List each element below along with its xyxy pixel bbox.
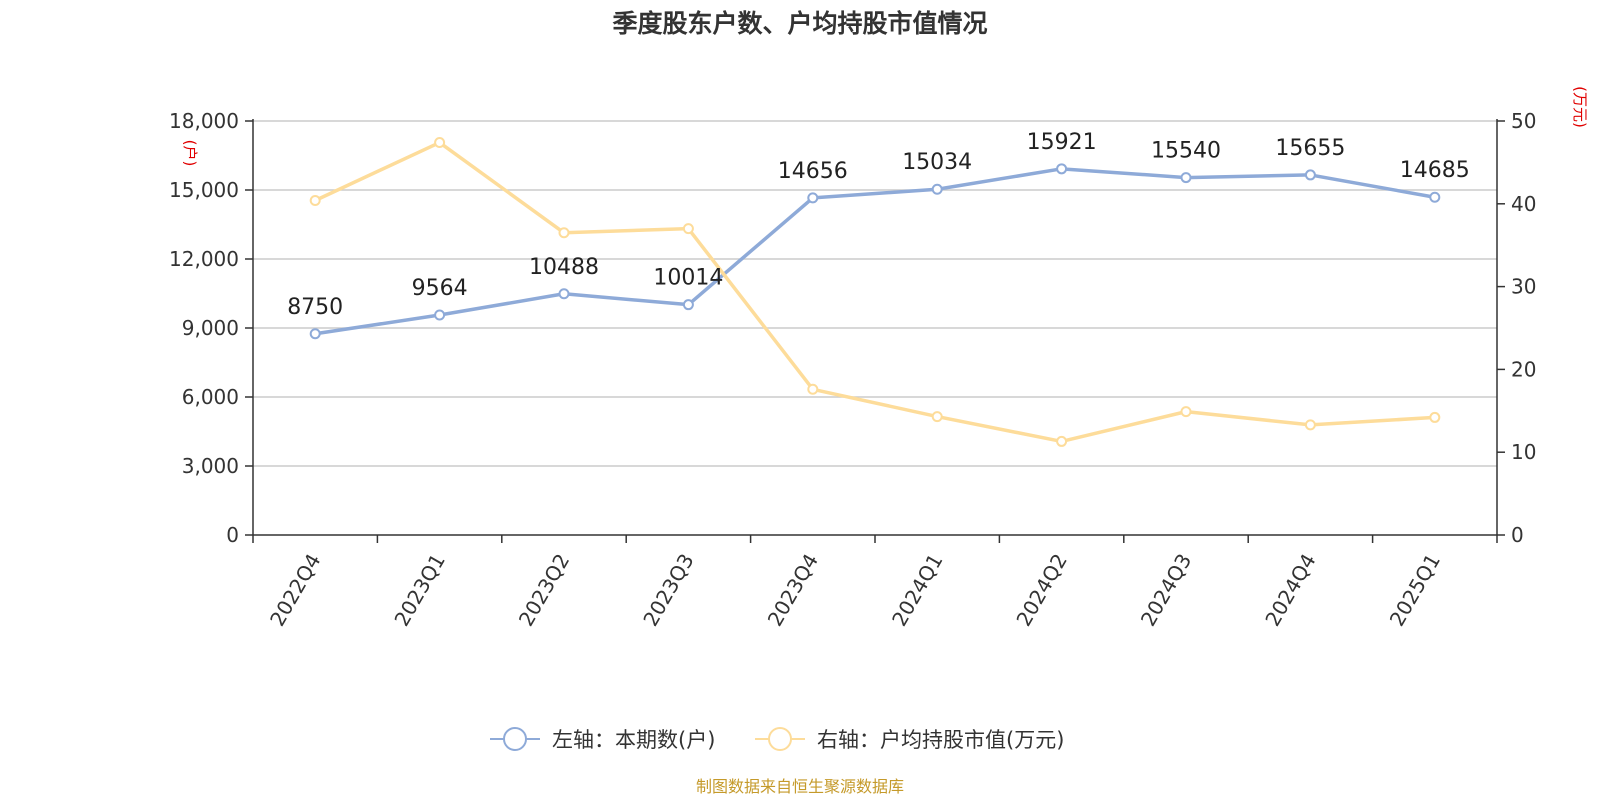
series-group <box>309 137 1441 447</box>
data-point <box>1180 406 1192 418</box>
legend-marker <box>768 727 792 751</box>
right-tick-label: 10 <box>1511 440 1536 464</box>
data-label: 14685 <box>1400 158 1470 183</box>
legend: 左轴：本期数(户) 右轴：户均持股市值(万元) <box>490 727 1064 752</box>
x-tick-label: 2023Q3 <box>638 550 698 631</box>
left-tick-label: 9,000 <box>182 316 239 340</box>
x-axis-ticks: 2022Q4 2023Q1 2023Q2 2023Q3 2023Q4 2024Q1 2024… <box>252 535 1498 631</box>
x-tick-label: 2024Q1 <box>887 550 947 631</box>
data-label: 14656 <box>778 159 848 184</box>
x-tick-label: 2024Q4 <box>1260 550 1320 631</box>
series-line <box>314 167 1436 336</box>
data-point <box>434 309 446 321</box>
legend-label: 左轴：本期数(户) <box>552 728 715 752</box>
chart-title: 季度股东户数、户均持股市值情况 <box>612 9 987 38</box>
data-point <box>931 411 943 423</box>
data-point <box>807 383 819 395</box>
grid-lines <box>253 120 1497 467</box>
data-label: 10014 <box>653 266 723 291</box>
right-tick-label: 50 <box>1511 109 1536 133</box>
data-point <box>558 227 570 239</box>
right-tick-label: 0 <box>1511 523 1524 547</box>
data-point <box>1056 163 1068 175</box>
x-tick-label: 2024Q2 <box>1011 550 1071 631</box>
left-axis-unit: (户) <box>181 140 199 167</box>
data-point <box>1304 169 1316 181</box>
legend-label: 右轴：户均持股市值(万元) <box>817 728 1064 752</box>
data-point <box>682 299 694 311</box>
left-tick-label: 12,000 <box>169 247 239 271</box>
x-tick-label: 2023Q1 <box>389 550 449 631</box>
left-tick-label: 0 <box>226 523 239 547</box>
axes <box>252 119 1498 536</box>
data-point <box>1429 191 1441 203</box>
left-tick-label: 18,000 <box>169 109 239 133</box>
data-label: 15034 <box>902 150 972 175</box>
data-point <box>807 192 819 204</box>
data-point <box>1180 172 1192 184</box>
right-tick-label: 20 <box>1511 357 1536 381</box>
data-label: 15655 <box>1275 136 1345 161</box>
data-labels: 8750 9564 10488 10014 14656 15034 15921 15540 15… <box>287 130 1470 320</box>
legend-marker <box>503 727 527 751</box>
x-tick-label: 2025Q1 <box>1385 550 1445 631</box>
data-label: 15921 <box>1027 130 1097 155</box>
data-label: 8750 <box>287 295 343 320</box>
x-tick-label: 2024Q3 <box>1136 550 1196 631</box>
data-label: 10488 <box>529 255 599 280</box>
data-point <box>1429 411 1441 423</box>
left-axis-ticks: 0 3,000 6,000 9,000 12,000 15,000 18,000 <box>169 109 253 547</box>
series-line <box>314 140 1435 444</box>
data-point <box>1056 435 1068 447</box>
source-note: 制图数据来自恒生聚源数据库 <box>696 777 904 796</box>
data-point <box>1304 419 1316 431</box>
data-point <box>682 223 694 235</box>
data-point <box>558 288 570 300</box>
x-tick-label: 2023Q2 <box>514 550 574 631</box>
right-tick-label: 30 <box>1511 275 1536 299</box>
left-tick-label: 3,000 <box>182 454 239 478</box>
left-tick-label: 6,000 <box>182 385 239 409</box>
data-point <box>931 183 943 195</box>
left-tick-label: 15,000 <box>169 178 239 202</box>
right-axis-unit: (万元) <box>1571 86 1589 128</box>
data-label: 15540 <box>1151 139 1221 164</box>
data-point <box>309 328 321 340</box>
data-point <box>309 194 321 206</box>
right-tick-label: 40 <box>1511 192 1536 216</box>
x-tick-label: 2023Q4 <box>763 550 823 631</box>
data-point <box>434 137 446 149</box>
x-tick-label: 2022Q4 <box>265 550 325 631</box>
right-axis-ticks: 0 10 20 30 40 50 <box>1497 109 1536 547</box>
data-label: 9564 <box>412 276 468 301</box>
